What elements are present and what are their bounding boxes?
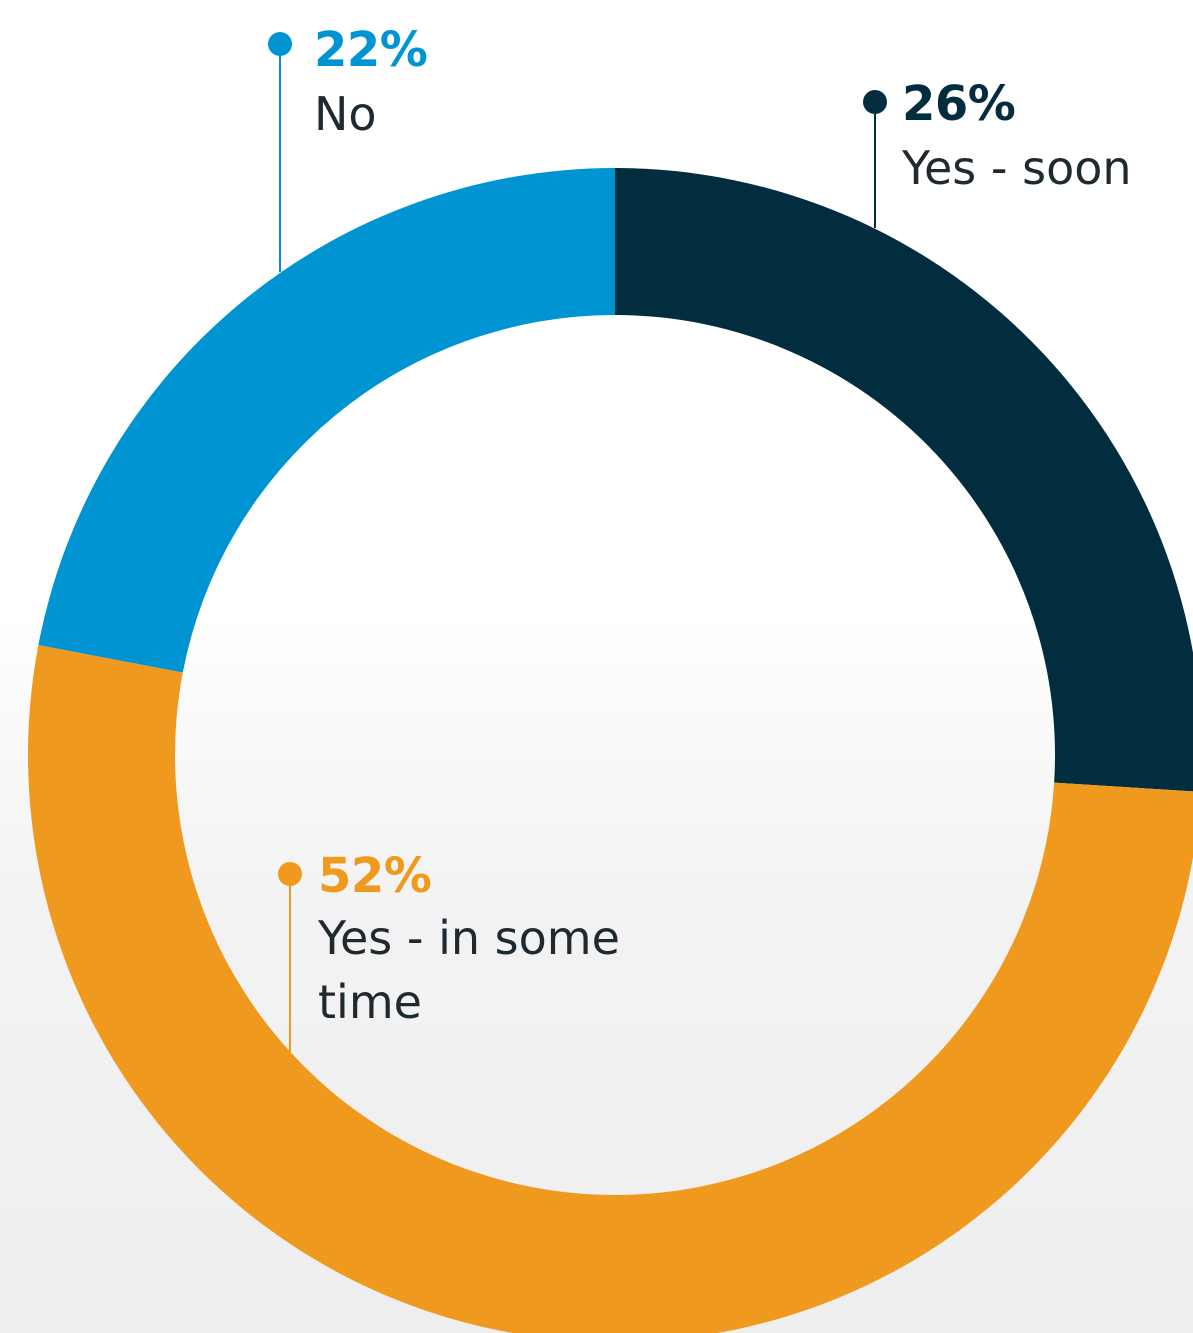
donut-slices <box>28 168 1193 1333</box>
category-label-yes-in-some-time: Yes - in some time <box>317 911 620 1029</box>
slice-yes-in-some-time <box>28 645 1193 1333</box>
category-label-yes-soon: Yes - soon <box>901 141 1132 195</box>
value-label-no: 22% <box>314 22 427 78</box>
category-label-no: No <box>314 87 377 141</box>
callout-dot-no <box>268 32 292 56</box>
slice-yes-soon <box>615 168 1193 792</box>
callout-yes-soon: 26% Yes - soon <box>863 76 1132 228</box>
slice-no <box>38 168 615 673</box>
callout-no: 22% No <box>268 22 428 272</box>
callout-yes-in-some-time: 52% Yes - in some time <box>278 848 620 1052</box>
slice-callouts: 26% Yes - soon 52% Yes - in some time 22% No <box>268 22 1132 1052</box>
value-label-yes-soon: 26% <box>902 76 1015 132</box>
callout-dot-yes-soon <box>863 90 887 114</box>
value-label-yes-in-some-time: 52% <box>318 848 431 904</box>
callout-dot-yes-in-some-time <box>278 862 302 886</box>
